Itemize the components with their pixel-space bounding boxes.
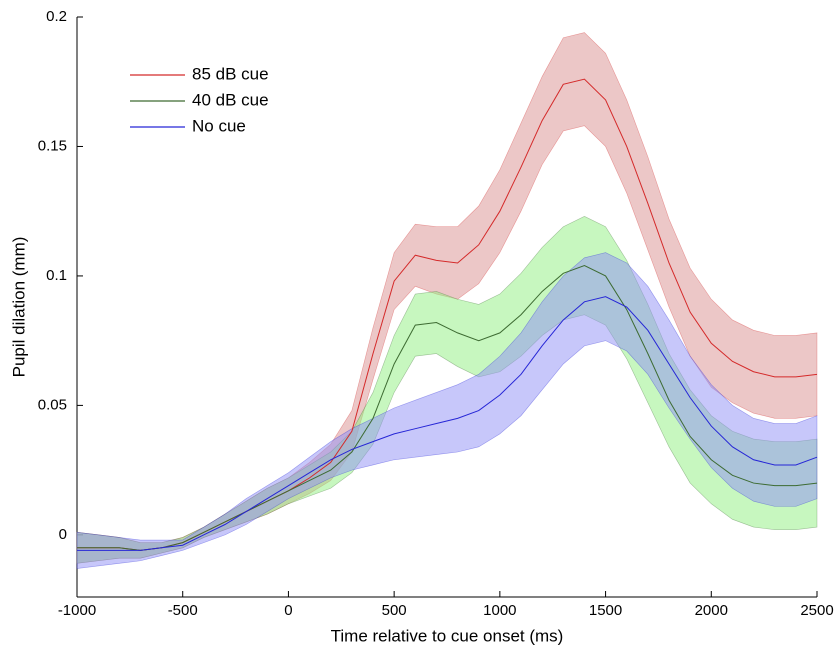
- x-tick-label: -500: [168, 602, 198, 619]
- x-tick-label: 2500: [800, 602, 833, 619]
- y-tick-label: 0.1: [46, 267, 67, 284]
- x-tick-label: 500: [382, 602, 407, 619]
- x-tick-label: 1500: [589, 602, 622, 619]
- mean-line: [77, 296, 818, 551]
- x-tick-label: 1000: [483, 602, 516, 619]
- y-tick-label: 0: [59, 526, 67, 543]
- x-axis-label: Time relative to cue onset (ms): [331, 626, 564, 645]
- x-tick-label: 2000: [695, 602, 728, 619]
- error-band: [76, 252, 818, 569]
- x-tick-label: -1000: [58, 602, 96, 619]
- x-tick-label: 0: [284, 602, 292, 619]
- mean-line: [77, 265, 818, 551]
- legend-label: 85 dB cue: [192, 64, 269, 83]
- legend-label: 40 dB cue: [192, 90, 269, 109]
- y-axis-label: Pupil dilation (mm): [9, 237, 28, 378]
- y-tick-label: 0.2: [46, 8, 67, 25]
- legend: 85 dB cue 40 dB cue No cue: [130, 64, 269, 135]
- y-tick-label: 0.05: [38, 396, 67, 413]
- y-tick-label: 0.15: [38, 137, 67, 154]
- legend-label: No cue: [192, 116, 246, 135]
